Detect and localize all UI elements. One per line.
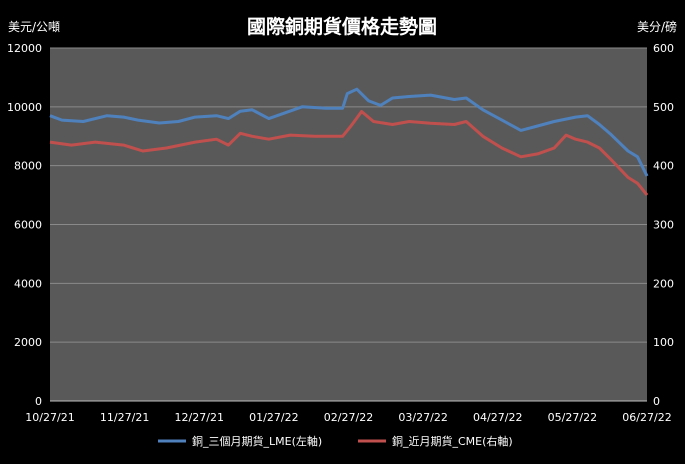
right-tick-label: 400: [653, 160, 674, 173]
left-tick-label: 4000: [14, 277, 42, 290]
left-tick-label: 10000: [7, 101, 42, 114]
left-axis-unit-label: 美元/公噸: [8, 20, 60, 34]
left-tick-label: 0: [35, 395, 42, 408]
chart-title: 國際銅期貨價格走勢圖: [247, 15, 437, 38]
x-axis-ticks: 10/27/21 11/27/21 12/27/21 01/27/22 02/27/22…: [25, 411, 671, 424]
x-tick-label: 05/27/22: [548, 411, 597, 424]
gridlines: [50, 47, 647, 402]
right-axis-unit-label: 美分/磅: [637, 19, 677, 34]
x-tick-label: 02/27/22: [324, 411, 373, 424]
series-lines: [49, 87, 649, 197]
legend-label-cme: 銅_近月期貨_CME(右軸): [392, 434, 513, 448]
left-axis-ticks: 0 2000 4000 6000 8000 10000 12000: [7, 42, 42, 408]
x-tick-label: 04/27/22: [473, 411, 522, 424]
left-tick-label: 8000: [14, 160, 42, 173]
left-tick-label: 6000: [14, 219, 42, 232]
x-tick-label: 03/27/22: [398, 411, 447, 424]
legend-label-lme: 銅_三個月期貨_LME(左軸): [192, 434, 322, 448]
series-line-cme: [49, 110, 649, 197]
x-tick-label: 12/27/21: [175, 411, 224, 424]
x-tick-label: 06/27/22: [622, 411, 671, 424]
right-axis-ticks: 0 100 200 300 400 500 600: [653, 42, 674, 408]
series-line-lme: [49, 87, 649, 177]
right-tick-label: 500: [653, 101, 674, 114]
x-tick-label: 01/27/22: [249, 411, 298, 424]
legend: 銅_三個月期貨_LME(左軸) 銅_近月期貨_CME(右軸): [158, 434, 513, 448]
right-tick-label: 0: [653, 395, 660, 408]
left-tick-label: 12000: [7, 42, 42, 55]
x-tick-label: 10/27/21: [25, 411, 74, 424]
right-tick-label: 600: [653, 42, 674, 55]
left-tick-label: 2000: [14, 336, 42, 349]
right-tick-label: 100: [653, 336, 674, 349]
right-tick-label: 200: [653, 277, 674, 290]
right-tick-label: 300: [653, 219, 674, 232]
x-tick-label: 11/27/21: [100, 411, 149, 424]
